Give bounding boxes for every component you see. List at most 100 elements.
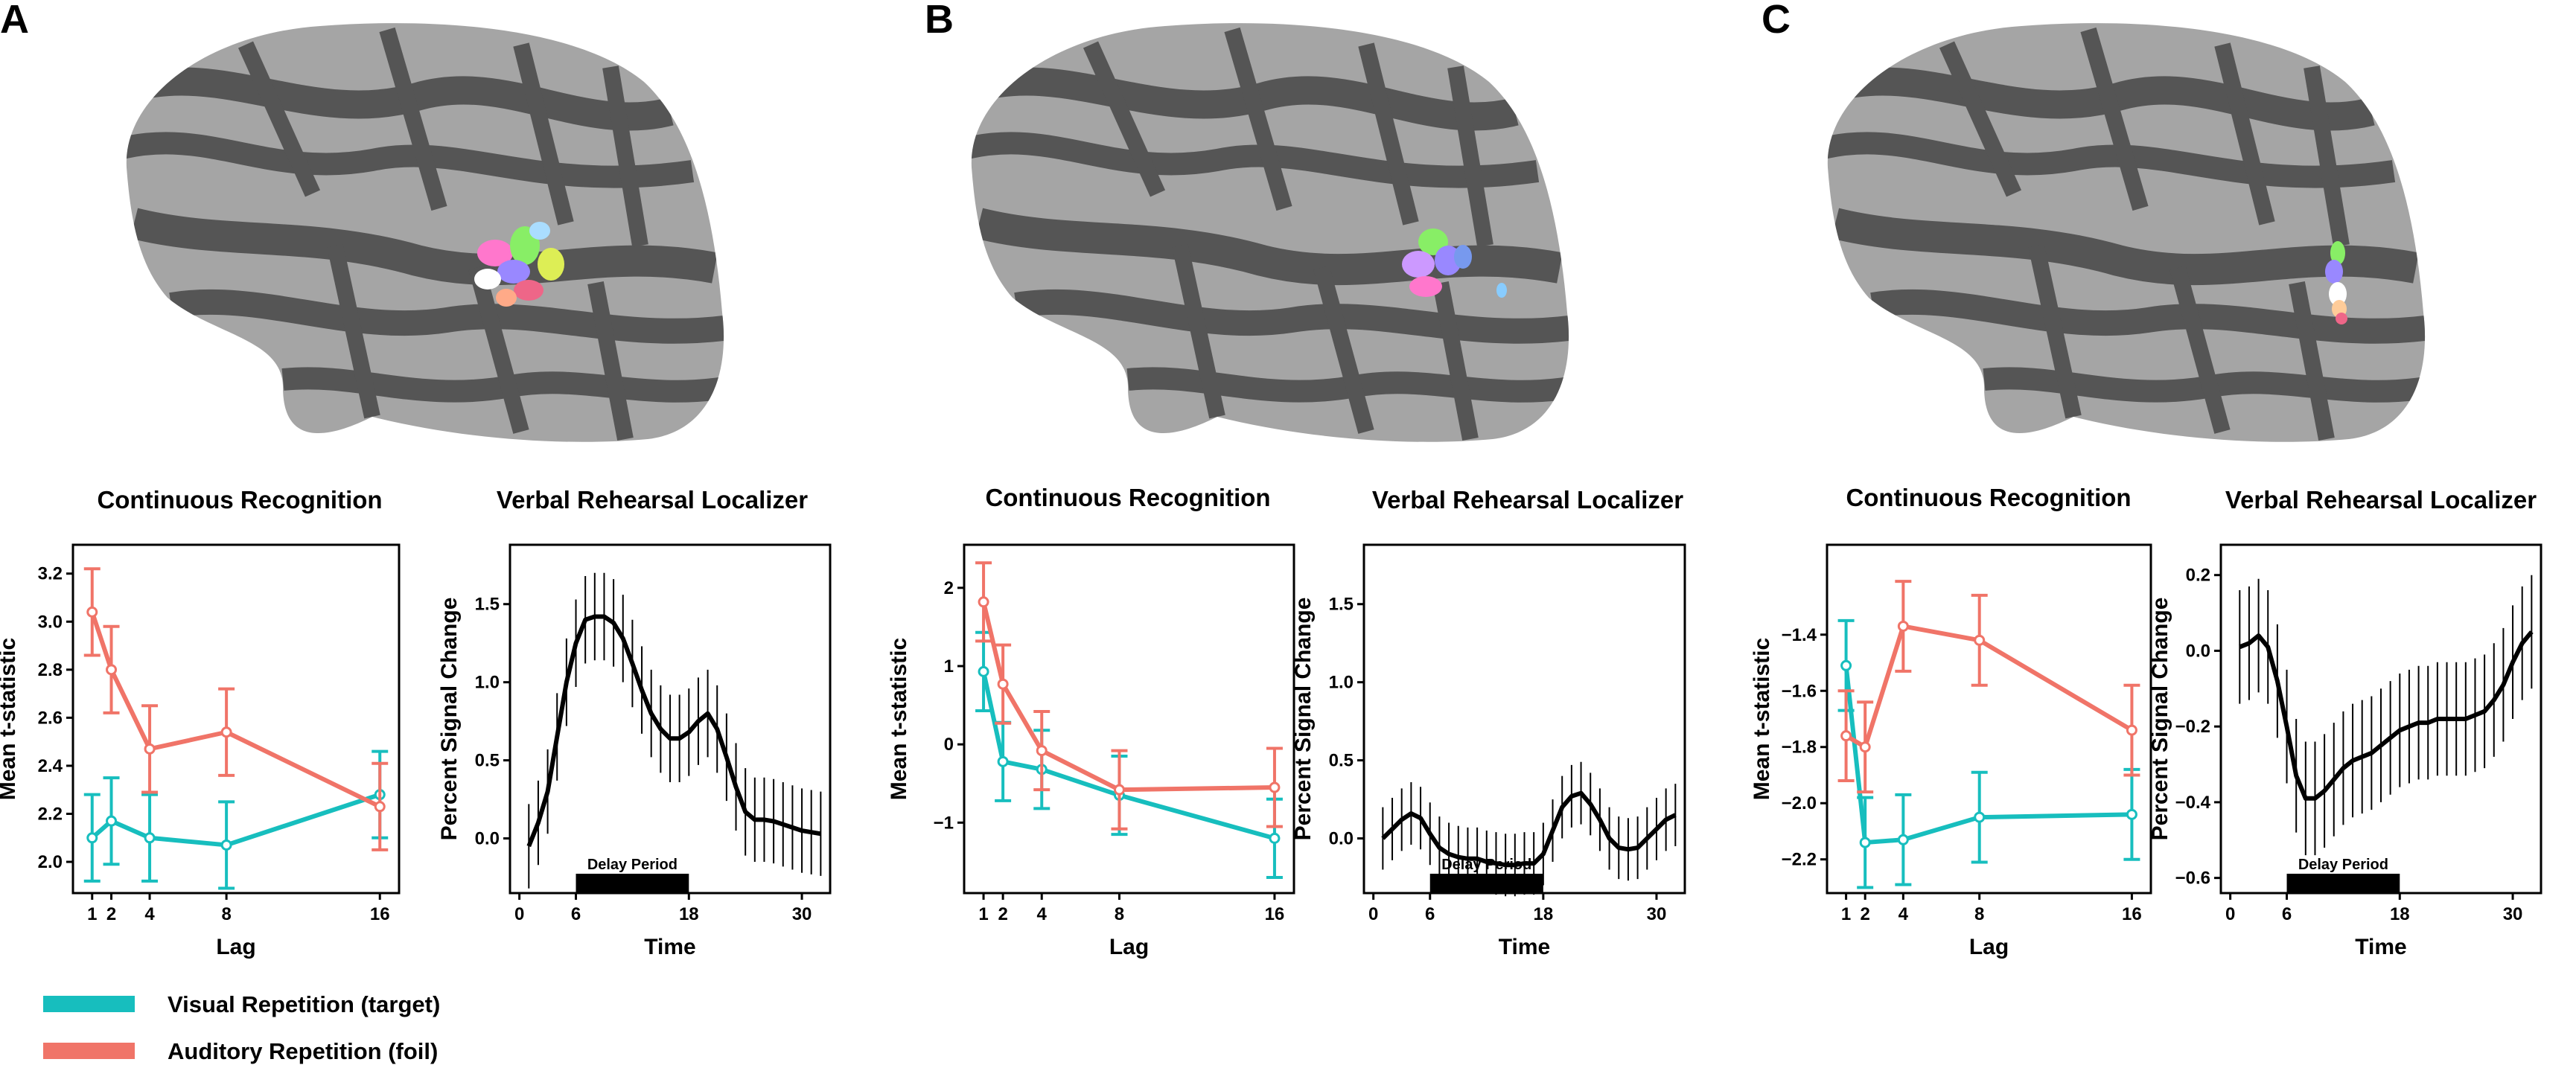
delay-period-bar xyxy=(576,874,689,893)
y-axis-label: Percent Signal Change xyxy=(2148,598,2172,841)
panel-label-b: B xyxy=(925,0,954,42)
x-tick-label: 18 xyxy=(679,904,699,924)
y-tick-label: 0.5 xyxy=(475,751,500,771)
x-tick-label: 16 xyxy=(1265,904,1285,924)
x-axis-label: Lag xyxy=(1109,935,1149,959)
x-tick-label: 30 xyxy=(1647,904,1667,924)
x-tick-label: 1 xyxy=(978,904,988,924)
y-tick-label: 3.2 xyxy=(38,564,63,584)
x-tick-label: 18 xyxy=(1534,904,1554,924)
x-tick-label: 4 xyxy=(1898,904,1909,924)
y-tick-label: −0.2 xyxy=(2175,717,2210,737)
plot-frame xyxy=(71,543,401,895)
data-point xyxy=(997,755,1009,767)
x-tick-label: 30 xyxy=(2503,904,2523,924)
data-point xyxy=(978,665,989,677)
plot-frame xyxy=(1826,543,2152,895)
y-tick-label: 2 xyxy=(944,578,954,598)
vr-title-a: Verbal Rehearsal Localizer xyxy=(497,486,808,514)
data-point xyxy=(106,815,118,827)
series-visual xyxy=(975,630,1283,879)
series-line xyxy=(89,611,381,809)
x-axis-label: Time xyxy=(1499,935,1550,959)
plot-frame xyxy=(963,543,1295,895)
legend-swatch-visual xyxy=(43,996,135,1012)
cr-title-a: Continuous Recognition xyxy=(97,486,382,514)
data-point xyxy=(106,664,118,676)
data-point xyxy=(1897,620,1909,632)
y-axis-label: Mean t-statistic xyxy=(887,638,911,800)
x-tick-label: 18 xyxy=(2390,904,2410,924)
x-axis-label: Time xyxy=(2355,935,2406,959)
series-line xyxy=(1843,665,2132,845)
data-point xyxy=(997,678,1009,690)
data-point xyxy=(1113,784,1125,796)
data-point xyxy=(2126,808,2137,820)
x-tick-label: 30 xyxy=(792,904,812,924)
y-tick-label: 1.5 xyxy=(475,595,500,615)
delay-period-bar xyxy=(2286,874,2400,893)
data-point xyxy=(144,832,156,844)
x-tick-label: 16 xyxy=(370,904,390,924)
y-tick-label: 0.0 xyxy=(1329,829,1354,849)
x-tick-label: 6 xyxy=(2282,904,2292,924)
x-tick-label: 6 xyxy=(1425,904,1435,924)
brain-surface-b xyxy=(971,23,1569,442)
vr-title-b: Verbal Rehearsal Localizer xyxy=(1372,486,1683,514)
series-line xyxy=(981,601,1275,793)
series-auditory xyxy=(975,561,1283,831)
data-point xyxy=(1974,634,1986,646)
x-tick-label: 8 xyxy=(1974,904,1984,924)
chart-b-verbal-rehearsal: 0.0 0.5 1.0 1.5 0 6 18 30 Time Percent Signal Cha… xyxy=(1291,543,1686,959)
series-line xyxy=(981,671,1275,841)
y-tick-label: 0.2 xyxy=(2186,566,2210,586)
data-point xyxy=(1036,745,1048,757)
data-point xyxy=(1897,834,1909,845)
x-tick-label: 4 xyxy=(144,904,155,924)
data-point xyxy=(1840,659,1852,671)
y-axis-label: Mean t-statistic xyxy=(0,638,20,800)
timecourse-series xyxy=(2239,575,2534,856)
y-tick-label: −1.8 xyxy=(1782,738,1817,758)
series-auditory xyxy=(1837,580,2140,794)
data-point xyxy=(1859,741,1871,753)
y-tick-label: 2.0 xyxy=(38,852,63,872)
data-point xyxy=(144,743,156,755)
data-point xyxy=(220,839,232,851)
y-tick-label: −2.0 xyxy=(1782,793,1817,813)
timecourse-line xyxy=(1381,790,1677,868)
panel-label-c: C xyxy=(1762,0,1791,42)
brain-surface-c xyxy=(1827,23,2426,442)
data-point xyxy=(1269,832,1281,844)
x-tick-label: 6 xyxy=(571,904,581,924)
x-tick-label: 2 xyxy=(998,904,1007,924)
timecourse-line xyxy=(526,614,821,848)
brain-surface-a xyxy=(126,23,724,442)
data-point xyxy=(374,801,386,813)
delay-period-bar xyxy=(1429,874,1543,893)
y-tick-label: −0.6 xyxy=(2175,869,2210,889)
delay-period-label: Delay Period xyxy=(587,857,678,873)
y-tick-label: −2.2 xyxy=(1782,850,1817,870)
panel-label-a: A xyxy=(0,0,29,42)
y-tick-label: 2.8 xyxy=(38,660,63,680)
cr-title-b: Continuous Recognition xyxy=(985,484,1270,511)
y-tick-label: 0 xyxy=(944,735,954,755)
cr-title-c: Continuous Recognition xyxy=(1846,484,2131,511)
y-tick-label: 1.5 xyxy=(1329,595,1354,615)
data-point xyxy=(978,596,989,608)
x-tick-label: 2 xyxy=(106,904,116,924)
x-tick-label: 2 xyxy=(1860,904,1869,924)
y-tick-label: −0.4 xyxy=(2175,793,2211,813)
legend-label-visual: Visual Repetition (target) xyxy=(168,991,440,1017)
data-point xyxy=(1859,837,1871,848)
chart-a-continuous-recognition: 2.0 2.2 2.4 2.6 2.8 3.0 3.2 1 2 4 8 16 Lag Mean t-sta… xyxy=(0,543,401,959)
x-tick-label: 0 xyxy=(514,904,524,924)
y-tick-label: −1 xyxy=(934,813,954,833)
y-tick-label: 2.4 xyxy=(38,756,63,776)
data-point xyxy=(1840,730,1852,742)
x-axis-label: Time xyxy=(644,935,695,959)
chart-c-verbal-rehearsal: −0.6 −0.4 −0.2 0.0 0.2 0 6 18 30 Time Percent Sign… xyxy=(2148,543,2542,959)
series-visual xyxy=(83,749,389,890)
